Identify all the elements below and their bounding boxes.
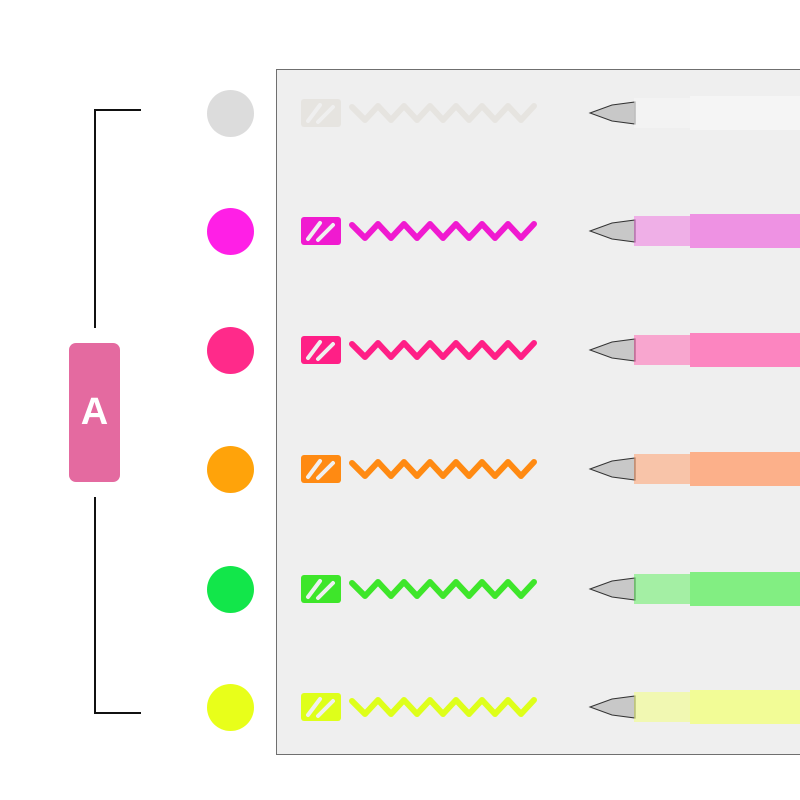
bracket-bottom-tick [95, 712, 141, 714]
ink-slash-pink [306, 340, 335, 361]
pen-grip-orange [634, 454, 690, 484]
pen-grip-white [634, 98, 690, 128]
pen-tip-pink [588, 338, 636, 362]
pen-grip-yellow [634, 692, 690, 722]
pen-tip-magenta [588, 219, 636, 243]
ink-square-yellow [301, 693, 341, 721]
bracket-lower-line [94, 497, 96, 714]
pen-tip-white [588, 101, 636, 125]
ink-square-orange [301, 455, 341, 483]
ink-zigzag-white [349, 103, 537, 123]
pen-grip-green [634, 574, 690, 604]
ink-square-white [301, 99, 341, 127]
pen-grip-magenta [634, 216, 690, 246]
color-swatch-white [207, 90, 254, 137]
ink-zigzag-orange [349, 459, 537, 479]
ink-slash-green [306, 579, 335, 600]
color-swatch-magenta [207, 208, 254, 255]
set-badge: A [69, 343, 120, 482]
bracket-upper-line [94, 109, 96, 328]
pen-barrel-green [690, 572, 800, 606]
pen-grip-pink [634, 335, 690, 365]
color-swatch-orange [207, 446, 254, 493]
pen-barrel-white [690, 96, 800, 130]
ink-slash-white [306, 103, 335, 124]
ink-slash-magenta [306, 221, 335, 242]
ink-zigzag-green [349, 579, 537, 599]
ink-square-green [301, 575, 341, 603]
ink-zigzag-pink [349, 340, 537, 360]
bracket-top-tick [95, 109, 141, 111]
pen-tip-green [588, 577, 636, 601]
sample-panel [276, 69, 800, 755]
color-swatch-pink [207, 327, 254, 374]
color-swatch-yellow [207, 684, 254, 731]
pen-tip-yellow [588, 695, 636, 719]
pen-barrel-magenta [690, 214, 800, 248]
pen-tip-orange [588, 457, 636, 481]
ink-zigzag-yellow [349, 697, 537, 717]
ink-square-pink [301, 336, 341, 364]
ink-zigzag-magenta [349, 221, 537, 241]
pen-barrel-pink [690, 333, 800, 367]
ink-slash-orange [306, 459, 335, 480]
ink-square-magenta [301, 217, 341, 245]
color-swatch-green [207, 566, 254, 613]
ink-slash-yellow [306, 697, 335, 718]
pen-barrel-yellow [690, 690, 800, 724]
pen-barrel-orange [690, 452, 800, 486]
